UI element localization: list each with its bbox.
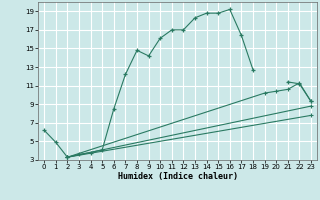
X-axis label: Humidex (Indice chaleur): Humidex (Indice chaleur) xyxy=(118,172,238,181)
